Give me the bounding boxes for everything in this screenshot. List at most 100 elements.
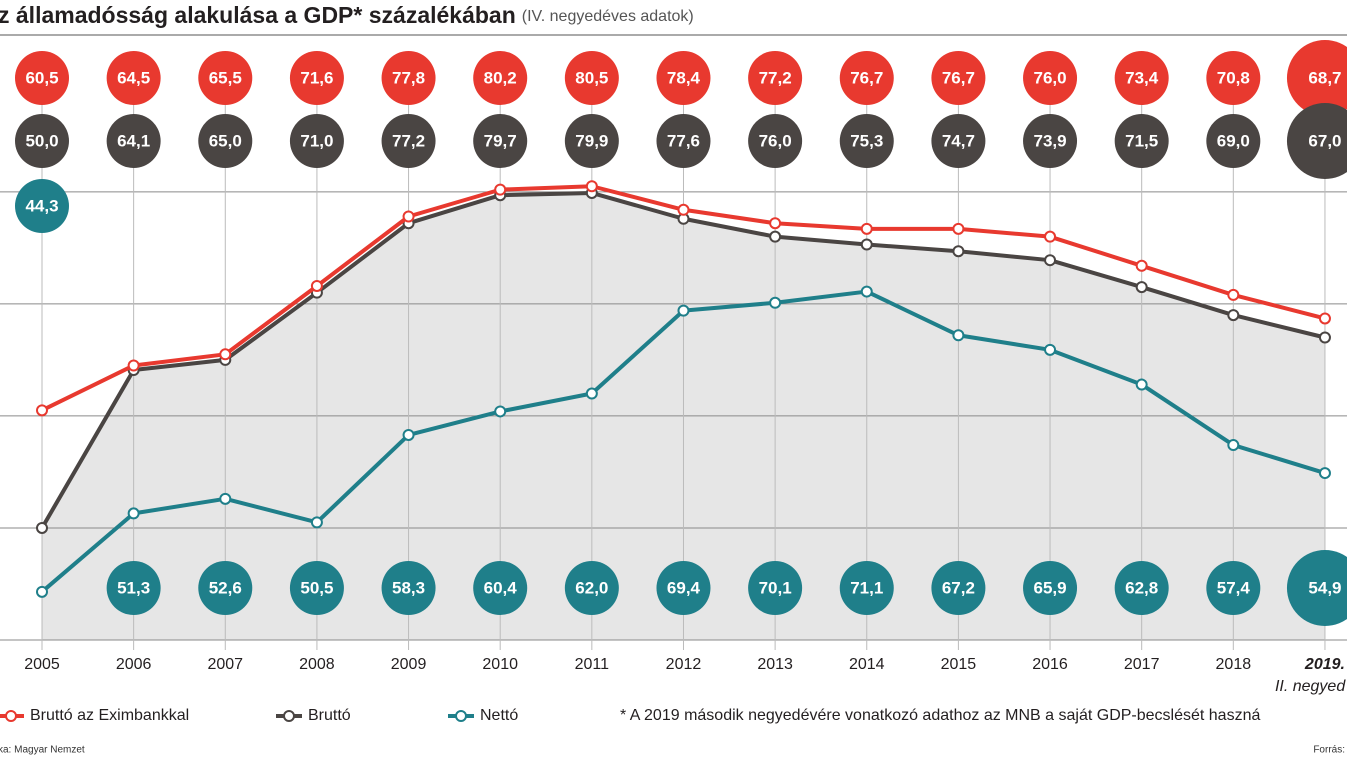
x-tick-label: 2012 xyxy=(666,656,702,673)
data-label: 62,0 xyxy=(575,578,608,597)
data-label: 44,3 xyxy=(25,196,58,215)
point xyxy=(1318,467,1331,480)
x-tick-label: 2006 xyxy=(116,656,152,673)
point xyxy=(402,428,415,441)
point xyxy=(1318,312,1331,325)
x-tick-label: 2016 xyxy=(1032,656,1068,673)
label-badge xyxy=(748,114,803,168)
data-label: 77,6 xyxy=(667,131,700,150)
data-label: 73,9 xyxy=(1033,131,1066,150)
label-badge xyxy=(1286,103,1347,179)
x-tick-label: 2018 xyxy=(1216,656,1252,673)
data-label: 71,6 xyxy=(300,68,333,87)
x-tick-label: 2010 xyxy=(482,656,518,673)
data-label: 54,9 xyxy=(1308,578,1341,597)
label-badge xyxy=(106,114,161,168)
label-badge xyxy=(1114,114,1169,168)
point xyxy=(219,492,232,505)
point xyxy=(677,203,690,216)
data-label: 65,5 xyxy=(209,68,242,87)
point xyxy=(1135,259,1148,272)
x-tick-label: 2011 xyxy=(575,656,610,673)
legend-label: Bruttó az Eximbankkal xyxy=(30,707,189,724)
label-badge xyxy=(289,561,344,615)
point xyxy=(219,348,232,361)
label-badge xyxy=(1206,51,1261,105)
label-badge xyxy=(381,561,436,615)
label-badge xyxy=(656,51,711,105)
data-label: 78,4 xyxy=(667,68,701,87)
label-badge xyxy=(1206,561,1261,615)
point xyxy=(769,217,782,230)
point xyxy=(585,387,598,400)
label-badge xyxy=(473,561,528,615)
label-badge xyxy=(473,114,528,168)
data-label: 58,3 xyxy=(392,578,425,597)
label-badge xyxy=(15,51,69,105)
data-label: 60,5 xyxy=(25,68,58,87)
data-label: 76,0 xyxy=(759,131,792,150)
data-label: 51,3 xyxy=(117,578,150,597)
data-label: 77,2 xyxy=(759,68,792,87)
label-badge xyxy=(15,179,69,233)
chart-title-text: z államadósság alakulása a GDP* százalék… xyxy=(0,2,516,28)
data-label: 64,1 xyxy=(117,131,150,150)
label-badge xyxy=(931,114,986,168)
x-tick-label: 2005 xyxy=(24,656,60,673)
point xyxy=(127,507,140,520)
data-label: 79,9 xyxy=(575,131,608,150)
label-badge xyxy=(289,51,344,105)
point xyxy=(952,245,965,258)
data-label: 69,4 xyxy=(667,578,701,597)
data-label: 74,7 xyxy=(942,131,975,150)
x-tick-label: 2009 xyxy=(391,656,427,673)
label-badge xyxy=(839,561,894,615)
data-label: 67,0 xyxy=(1308,131,1341,150)
point xyxy=(310,279,323,292)
point xyxy=(1135,378,1148,391)
label-badge xyxy=(1114,561,1169,615)
point xyxy=(494,183,507,196)
data-label: 79,7 xyxy=(484,131,517,150)
x-tick-label: 2014 xyxy=(849,656,885,673)
chart-title: z államadósság alakulása a GDP* százalék… xyxy=(0,2,694,28)
point xyxy=(952,222,965,235)
x-tick-label: 2015 xyxy=(941,656,977,673)
point xyxy=(1227,288,1240,301)
point xyxy=(494,405,507,418)
label-badge xyxy=(473,51,528,105)
label-badge xyxy=(381,51,436,105)
label-badge xyxy=(15,114,69,168)
data-label: 65,0 xyxy=(209,131,242,150)
label-badge xyxy=(656,561,711,615)
legend-item: Bruttó az Eximbankkal xyxy=(0,707,189,724)
point xyxy=(36,521,48,534)
data-label: 69,0 xyxy=(1217,131,1250,150)
point xyxy=(127,359,140,372)
label-badge xyxy=(1206,114,1261,168)
x-tick-note: II. negyed xyxy=(1275,678,1346,695)
label-badge xyxy=(564,114,619,168)
data-label: 70,1 xyxy=(759,578,792,597)
label-badge xyxy=(381,114,436,168)
data-label: 60,4 xyxy=(484,578,518,597)
label-badge xyxy=(1023,51,1078,105)
x-tick-label: 2007 xyxy=(207,656,243,673)
data-label: 70,8 xyxy=(1217,68,1250,87)
point xyxy=(36,585,48,598)
label-badge xyxy=(748,561,803,615)
x-tick-label: 2013 xyxy=(757,656,793,673)
footnote: * A 2019 második negyedévére vonatkozó a… xyxy=(620,707,1260,724)
label-badge xyxy=(839,114,894,168)
point xyxy=(860,238,873,251)
point xyxy=(310,516,323,529)
label-badge xyxy=(289,114,344,168)
label-badge xyxy=(106,51,161,105)
data-label: 71,5 xyxy=(1125,131,1158,150)
label-badge xyxy=(1023,561,1078,615)
point xyxy=(1227,439,1240,452)
point xyxy=(402,210,415,223)
label-badge xyxy=(1286,40,1347,116)
data-label: 73,4 xyxy=(1125,68,1159,87)
